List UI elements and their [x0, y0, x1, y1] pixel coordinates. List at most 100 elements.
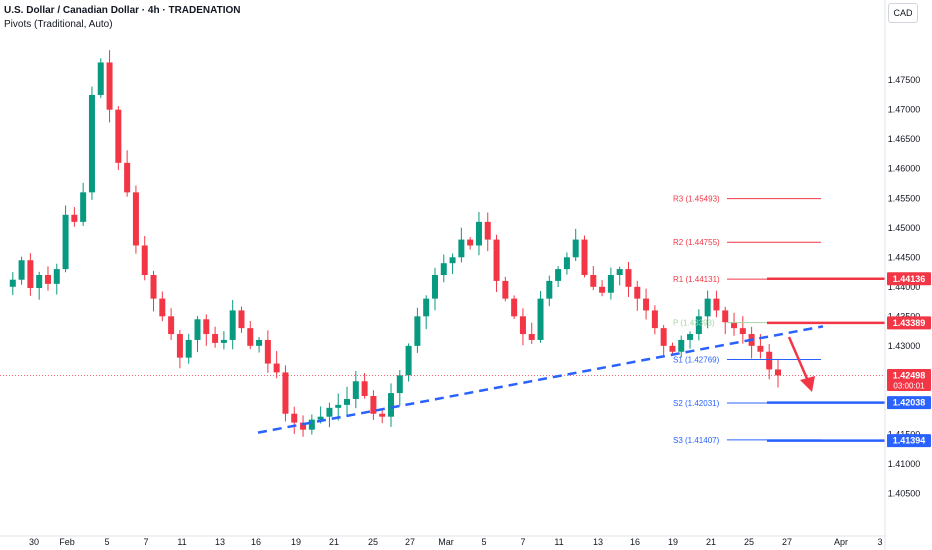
candle-body — [396, 375, 403, 394]
price-tag-label: 1.42038 — [893, 398, 926, 408]
arrow-shaft — [787, 336, 810, 382]
candle-body — [300, 422, 307, 430]
time-tick-label: 16 — [630, 537, 640, 547]
candle-body — [775, 369, 781, 376]
candle-body — [115, 109, 122, 163]
candle-body — [141, 245, 148, 275]
price-axis: 1.47500 1.47000 1.46500 1.46000 1.45500 1.450… — [884, 0, 931, 550]
candles — [9, 50, 781, 437]
candle-body — [546, 280, 553, 299]
candle-body — [449, 257, 456, 264]
price-tag — [887, 368, 931, 391]
candle-body — [308, 419, 315, 430]
candle-body — [581, 239, 588, 275]
price-tick-label: 1.47500 — [888, 75, 921, 85]
pivot-label: P (1.43393) — [673, 319, 715, 328]
candle-body — [643, 298, 650, 311]
countdown-label: 03:00:01 — [893, 381, 925, 390]
price-tick-label: 1.46500 — [888, 134, 921, 144]
candle-body — [18, 260, 25, 280]
candle-body — [423, 298, 430, 317]
candle-body — [528, 334, 535, 340]
time-axis: 30 Feb 5 7 11 13 16 19 21 25 27 Mar 5 7 11 13 16 19 21 25 27… — [0, 535, 885, 547]
candle-body — [687, 334, 694, 340]
price-tick-label: 1.45000 — [888, 223, 921, 233]
candle-body — [352, 381, 359, 399]
time-tick-label: 11 — [177, 537, 186, 547]
time-tick-label: 16 — [251, 537, 261, 547]
candle-body — [132, 192, 139, 246]
candle-body — [519, 316, 526, 335]
time-tick-label: 13 — [593, 537, 603, 547]
candle-body — [660, 328, 667, 346]
price-tag — [887, 434, 931, 448]
candle-body — [484, 221, 491, 240]
time-tick-label: 21 — [706, 537, 716, 547]
time-tick-label: 3 — [877, 537, 882, 547]
price-tick-label: 1.43500 — [888, 311, 921, 321]
candle-body — [176, 334, 183, 358]
candle-body — [563, 257, 570, 270]
price-tag-label: 1.43389 — [893, 318, 926, 328]
candle-body — [440, 263, 447, 275]
time-tick-label: 19 — [291, 537, 301, 547]
candle-body — [291, 413, 298, 423]
candle-body — [414, 316, 421, 346]
candle-body — [713, 298, 720, 311]
price-tag-label: 1.41394 — [893, 436, 926, 446]
candle-body — [502, 280, 509, 299]
pivot-label: S2 (1.42031) — [673, 399, 720, 408]
candle-body — [555, 269, 562, 281]
candle-body — [247, 328, 254, 346]
candle-body — [475, 221, 482, 246]
candle-body — [405, 345, 412, 376]
candle-body — [194, 319, 201, 340]
time-tick-label: 7 — [520, 537, 525, 547]
indicator-label[interactable]: Pivots (Traditional, Auto) — [4, 19, 113, 30]
candle-body — [220, 339, 227, 343]
candle-body — [458, 239, 465, 258]
candle-body — [651, 310, 658, 329]
pivot-levels: R3 (1.45493) R2 (1.44755) R1 (1.44131) P (1… — [0, 195, 885, 445]
price-tag — [887, 272, 931, 286]
candle-body — [511, 298, 518, 317]
price-tick-label: 1.41000 — [888, 459, 921, 469]
forecast-arrow — [787, 336, 815, 392]
candle-body — [326, 407, 333, 417]
currency-button[interactable]: CAD — [888, 3, 918, 23]
time-tick-label: 27 — [405, 537, 415, 547]
candle-body — [634, 286, 641, 299]
time-tick-label: 5 — [104, 537, 109, 547]
time-tick-label: 5 — [481, 537, 486, 547]
time-tick-label: Feb — [59, 537, 75, 547]
price-tick-label: 1.44000 — [888, 282, 921, 292]
pivot-label: R1 (1.44131) — [673, 275, 720, 284]
price-tick-label: 1.43000 — [888, 341, 921, 351]
candle-body — [493, 239, 500, 281]
price-tick-label: 1.45500 — [888, 193, 921, 203]
pivot-label: S1 (1.42769) — [673, 355, 720, 364]
candle-body — [739, 328, 746, 335]
candle-body — [766, 351, 773, 370]
candle-body — [757, 345, 764, 352]
candle-body — [572, 239, 579, 258]
candle-body — [731, 322, 738, 329]
candle-body — [678, 339, 685, 352]
candle-body — [264, 339, 271, 364]
time-tick-label: 11 — [554, 537, 563, 547]
candle-body — [44, 275, 51, 284]
candle-body — [388, 393, 394, 417]
candle-body — [361, 381, 368, 397]
time-tick-label: 19 — [668, 537, 678, 547]
header-title: U.S. Dollar / Canadian Dollar · 4h · TRA… — [4, 5, 241, 16]
time-tick-label: 21 — [329, 537, 339, 547]
price-tag-label: 1.44136 — [893, 274, 926, 284]
price-tick-label: 1.40500 — [888, 488, 921, 498]
price-tick-label: 1.47000 — [888, 105, 921, 115]
candle-body — [168, 316, 175, 335]
candle-body — [212, 334, 219, 343]
candle-body — [431, 275, 438, 299]
candle-body — [203, 319, 210, 335]
time-tick-label: 27 — [782, 537, 792, 547]
